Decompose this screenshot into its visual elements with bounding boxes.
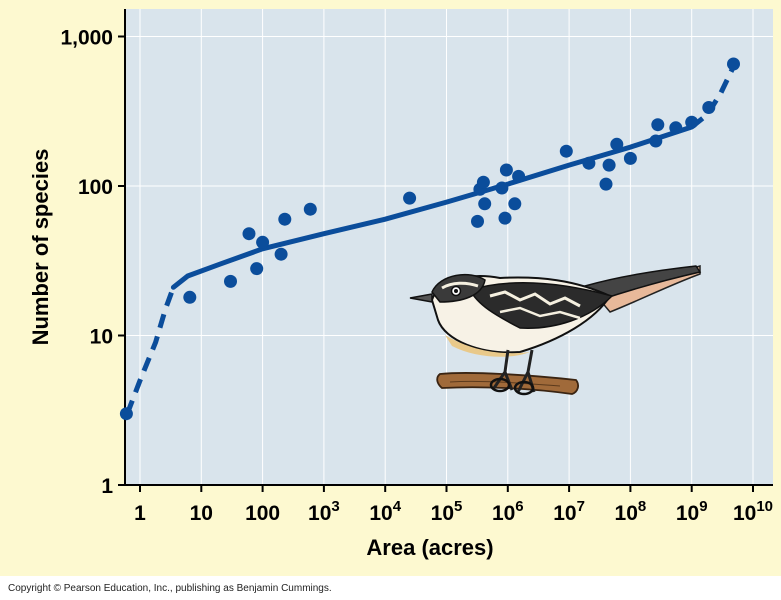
y-tick-label: 1,000 [60, 27, 113, 50]
data-point [508, 197, 522, 211]
data-point [242, 227, 256, 241]
y-axis-label: Number of species [28, 149, 53, 346]
y-tick-label: 100 [78, 176, 113, 199]
x-tick-label: 103 [308, 498, 340, 525]
data-point [623, 151, 637, 165]
data-point [582, 156, 596, 170]
data-point [602, 158, 616, 172]
data-point [274, 247, 288, 261]
x-tick-label: 107 [553, 498, 585, 525]
x-tick-label: 1 [134, 502, 146, 525]
data-point [727, 57, 740, 71]
x-axis-label: Area (acres) [366, 535, 493, 560]
x-tick-label: 108 [615, 498, 647, 525]
data-point [610, 137, 624, 151]
copyright-text: Copyright © Pearson Education, Inc., pub… [8, 583, 332, 594]
data-point [649, 134, 663, 148]
x-tick-label: 1010 [733, 498, 773, 525]
grid [125, 9, 773, 485]
data-point [224, 274, 237, 288]
data-point [702, 101, 716, 114]
data-point [559, 144, 573, 158]
fit-curve-dashed-start [124, 286, 176, 415]
data-point [471, 214, 484, 228]
bird-illustration [409, 264, 702, 396]
data-point [278, 212, 292, 226]
data-point [478, 197, 492, 211]
x-tick-label: 105 [431, 498, 463, 525]
data-point [403, 191, 417, 205]
data-point [512, 169, 526, 183]
data-point [303, 202, 317, 216]
data-point [256, 235, 270, 249]
data-point [250, 262, 264, 276]
data-point [651, 118, 665, 132]
axes [118, 9, 773, 492]
y-tick-labels: 1 10 100 1,000 [60, 27, 113, 499]
x-tick-labels: 1 10 100 103 104 105 106 107 108 109 1010 [134, 498, 773, 525]
plot-area [125, 9, 773, 485]
data-point [599, 177, 613, 191]
data-point [498, 211, 512, 225]
y-tick-label: 10 [90, 326, 113, 349]
data-point [495, 181, 509, 195]
data-point [119, 407, 133, 421]
x-tick-label: 10 [190, 502, 213, 525]
data-point [669, 121, 683, 135]
data-point [476, 175, 490, 189]
data-point [499, 163, 513, 177]
data-points [119, 57, 740, 421]
data-point [183, 290, 197, 304]
x-tick-label: 104 [369, 498, 401, 525]
x-tick-label: 109 [676, 498, 708, 525]
x-tick-label: 100 [245, 502, 280, 525]
figure: 1 10 100 103 104 105 106 107 108 109 1010 1 10 100 1,… [0, 0, 781, 576]
species-area-chart: 1 10 100 103 104 105 106 107 108 109 1010 1 10 100 1,… [28, 9, 773, 560]
x-tick-label: 106 [492, 498, 524, 525]
data-point [685, 115, 699, 129]
y-tick-label: 1 [101, 475, 113, 498]
